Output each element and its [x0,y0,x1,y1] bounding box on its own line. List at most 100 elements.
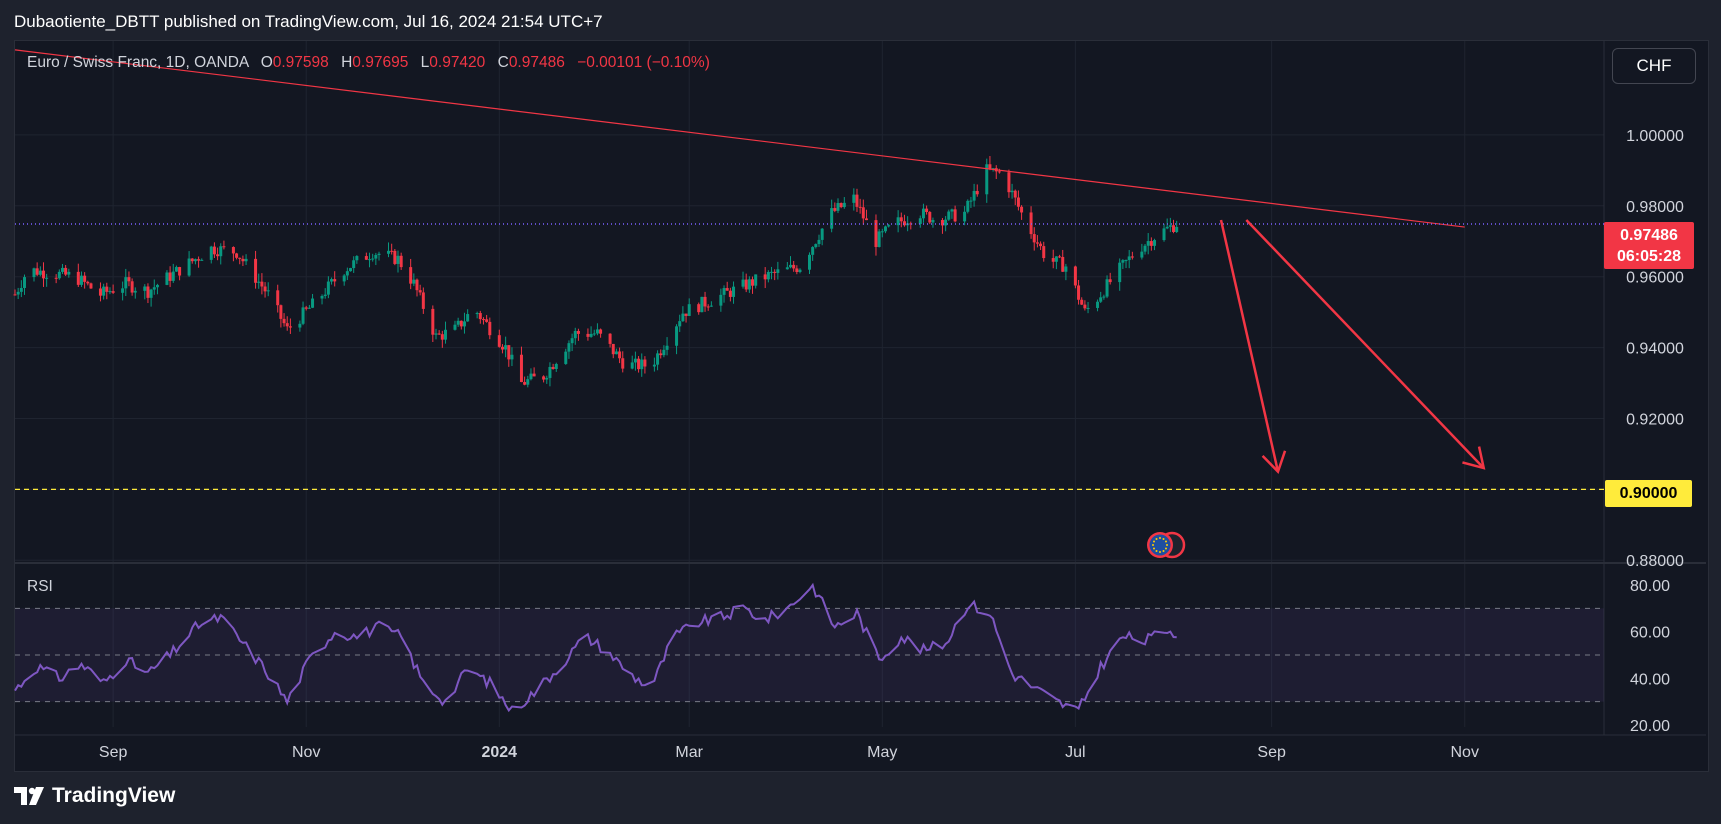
candle-body [231,247,235,254]
candle-body [368,259,372,261]
candle-body [241,258,245,262]
candle-body [390,250,394,252]
candle-body [665,345,669,350]
candle-body [789,264,793,268]
candle-body [102,286,106,296]
legend-symbol[interactable]: Euro / Swiss Franc, 1D, OANDA [27,54,249,71]
candle-body [542,376,546,380]
candle-body [798,269,802,273]
candle-body [754,274,758,286]
candle-body [1086,307,1090,309]
candle-body [13,294,17,296]
candle-body [374,254,378,259]
candle-body [751,279,755,286]
annotation-layer [14,49,1604,713]
candle-body [785,267,789,270]
chart-legend: Euro / Swiss Franc, 1D, OANDA O0.97598 H… [27,54,710,72]
candle-body [279,305,283,319]
candle-body [152,287,156,290]
candle-body [1105,279,1109,297]
candle-body [947,211,951,220]
candle-body [434,333,438,335]
candle-body [1096,301,1100,308]
candle-body [326,281,330,295]
candle-body [485,319,489,322]
candle-body [611,343,615,355]
currency-button[interactable]: CHF [1612,48,1696,84]
euro-flag-icon[interactable] [1144,531,1188,559]
candle-body [431,308,435,335]
candle-body [76,271,80,285]
candle-body [523,382,527,385]
candle-body [703,296,707,307]
candle-body [330,279,334,282]
candle-body [814,244,818,248]
candle-body [32,268,36,278]
candle-body [830,208,834,229]
chart-area[interactable] [14,40,1709,772]
candle-body [504,345,508,350]
candle-body [171,271,175,281]
candle-body [795,268,799,273]
candle-body [706,306,710,308]
projection-arrow-head [1261,450,1287,474]
rsi-axis-tick: 40.00 [1630,671,1670,688]
candle-body [741,279,745,287]
candle-body [209,246,213,260]
candle-body [121,288,125,293]
candle-body [257,281,261,283]
rsi-axis-tick: 80.00 [1630,578,1670,595]
candle-body [421,292,425,309]
time-axis-tick: Nov [1450,744,1478,761]
candle-body [586,333,590,337]
candle-body [877,231,881,247]
candle-body [614,351,618,355]
candle-body [864,218,868,221]
candle-body [792,264,796,269]
candle-body [1149,241,1153,246]
candle-body [459,320,463,327]
candle-body [662,349,666,356]
candle-body [633,358,637,363]
legend-low-label: L [420,54,430,71]
published-line: Dubaotiente_DBTT published on TradingVie… [14,12,603,31]
candle-body [288,326,292,328]
candle-body [456,320,460,325]
candle-body [178,267,182,276]
candle-body [466,314,470,322]
candle-body [67,271,71,275]
candle-body [592,333,596,335]
candle-body [377,253,381,255]
candle-body [212,246,216,255]
candle-layer [13,156,1179,388]
candle-body [478,313,482,320]
candle-body [216,254,220,257]
candle-body [481,319,485,321]
candle-body [16,291,20,295]
candle-body [488,321,492,336]
candle-body [618,351,622,359]
candle-body [997,171,1001,173]
candle-body [925,208,929,212]
candle-body [918,218,922,224]
candle-body [630,362,634,369]
price-axis-tick: 0.92000 [1626,411,1684,428]
candle-body [883,226,887,232]
candle-body [921,208,925,219]
candle-body [656,353,660,365]
candle-body [197,259,201,261]
candle-body [861,207,865,219]
candle-body [409,267,413,284]
price-axis-tick: 0.98000 [1626,199,1684,216]
candle-body [855,194,859,207]
candle-body [963,211,967,222]
candle-body [773,271,777,273]
candle-body [38,270,42,275]
candle-body [19,287,23,292]
tradingview-brand[interactable]: TradingView [14,784,175,808]
candle-body [1143,245,1147,252]
rsi-label: RSI [27,578,53,595]
candle-body [304,307,308,309]
candle-body [437,333,441,335]
candle-body [475,313,479,315]
